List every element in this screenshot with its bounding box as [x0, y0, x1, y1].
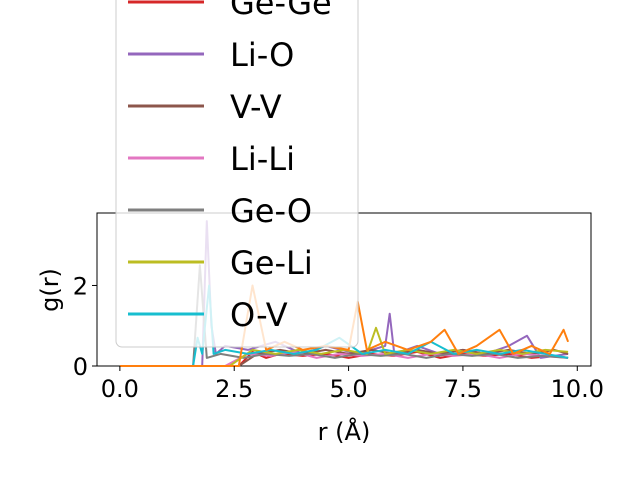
y-tick-label: 2 — [73, 272, 88, 300]
y-axis-label: g(r) — [36, 268, 64, 312]
legend: Ge-Ge Li-O V-V Li-Li Ge-O Ge-Li O-V — [115, 0, 359, 348]
x-tick-label: 0.0 — [101, 375, 139, 403]
legend-label: O-V — [230, 296, 288, 334]
x-axis-label: r (Å) — [318, 417, 371, 446]
legend-label: V-V — [230, 88, 282, 126]
x-tick-label: 7.5 — [444, 375, 482, 403]
series-line-4 — [119, 264, 569, 367]
y-tick-label: 0 — [73, 353, 88, 381]
legend-label: Li-O — [230, 36, 294, 74]
series-line-5 — [119, 326, 569, 367]
ticks-layer: 0.0 2.5 5.0 7.5 10.0 0 2 — [73, 272, 604, 403]
series-line-0 — [119, 350, 569, 367]
legend-label: Ge-Li — [230, 244, 313, 282]
legend-label: Li-Li — [230, 140, 295, 178]
legend-box — [115, 0, 359, 348]
legend-label: Ge-Ge — [230, 0, 332, 22]
x-tick-label: 10.0 — [551, 375, 604, 403]
x-tick-label: 5.0 — [329, 375, 367, 403]
x-tick-label: 2.5 — [215, 375, 253, 403]
legend-label: Ge-O — [230, 192, 312, 230]
